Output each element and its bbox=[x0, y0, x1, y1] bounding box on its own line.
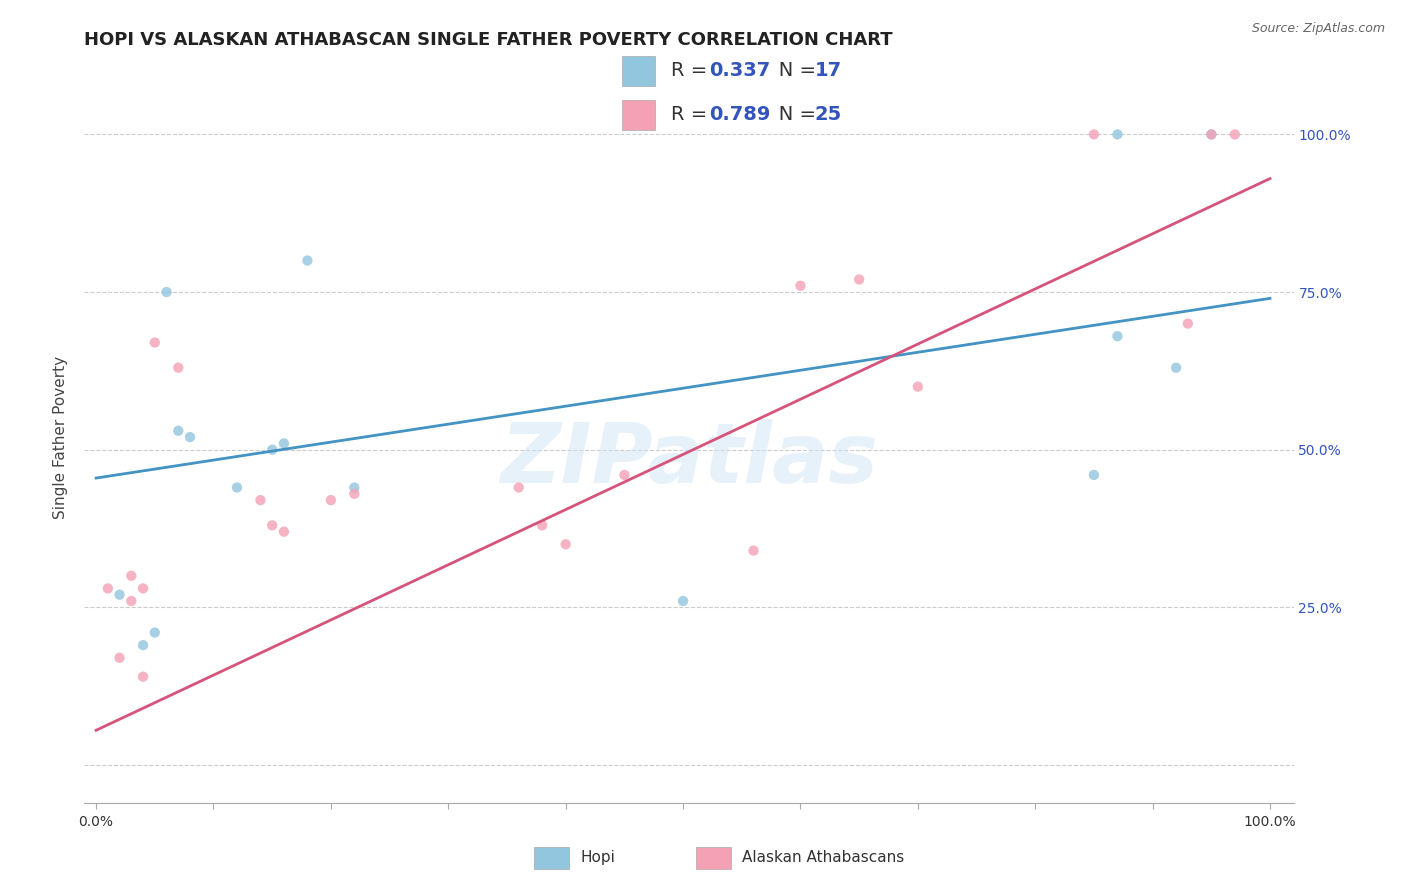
Point bbox=[1107, 128, 1129, 142]
Text: 0.789: 0.789 bbox=[709, 105, 770, 124]
Point bbox=[226, 481, 249, 495]
Point bbox=[132, 670, 155, 684]
FancyBboxPatch shape bbox=[621, 56, 655, 86]
Text: N =: N = bbox=[761, 62, 823, 80]
Point bbox=[273, 524, 295, 539]
Point bbox=[132, 638, 155, 652]
Text: R =: R = bbox=[671, 62, 714, 80]
Point bbox=[1223, 128, 1246, 142]
Point bbox=[179, 430, 201, 444]
Point bbox=[508, 481, 530, 495]
Point bbox=[343, 487, 366, 501]
Point bbox=[907, 379, 929, 393]
Point bbox=[1177, 317, 1199, 331]
Text: N =: N = bbox=[761, 105, 823, 124]
Point bbox=[1201, 128, 1223, 142]
Point bbox=[167, 360, 190, 375]
Point bbox=[143, 625, 166, 640]
Point bbox=[789, 278, 811, 293]
Text: Hopi: Hopi bbox=[581, 850, 616, 864]
Text: Alaskan Athabascans: Alaskan Athabascans bbox=[742, 850, 904, 864]
Point bbox=[262, 442, 284, 457]
Text: 25: 25 bbox=[815, 105, 842, 124]
Point bbox=[1083, 128, 1105, 142]
Point bbox=[249, 493, 271, 508]
Point bbox=[120, 569, 142, 583]
Text: 17: 17 bbox=[815, 62, 842, 80]
Point bbox=[672, 594, 695, 608]
Point bbox=[613, 467, 636, 482]
Point bbox=[108, 588, 131, 602]
Point bbox=[97, 582, 120, 596]
FancyBboxPatch shape bbox=[621, 100, 655, 130]
Point bbox=[120, 594, 142, 608]
Point bbox=[554, 537, 576, 551]
Point bbox=[742, 543, 765, 558]
Point bbox=[319, 493, 342, 508]
Point bbox=[1201, 128, 1223, 142]
Point bbox=[108, 650, 131, 665]
Point bbox=[1083, 467, 1105, 482]
Point bbox=[273, 436, 295, 450]
Text: 0.337: 0.337 bbox=[709, 62, 770, 80]
Point bbox=[343, 481, 366, 495]
Point bbox=[848, 272, 870, 286]
Point bbox=[167, 424, 190, 438]
Point bbox=[155, 285, 177, 299]
Point bbox=[1166, 360, 1188, 375]
Point bbox=[1107, 329, 1129, 343]
Point bbox=[143, 335, 166, 350]
Point bbox=[132, 582, 155, 596]
Text: Source: ZipAtlas.com: Source: ZipAtlas.com bbox=[1251, 22, 1385, 36]
Text: ZIPatlas: ZIPatlas bbox=[501, 418, 877, 500]
Text: R =: R = bbox=[671, 105, 714, 124]
Text: HOPI VS ALASKAN ATHABASCAN SINGLE FATHER POVERTY CORRELATION CHART: HOPI VS ALASKAN ATHABASCAN SINGLE FATHER… bbox=[84, 31, 893, 49]
Y-axis label: Single Father Poverty: Single Father Poverty bbox=[53, 356, 69, 518]
Point bbox=[297, 253, 319, 268]
Point bbox=[262, 518, 284, 533]
Point bbox=[531, 518, 554, 533]
